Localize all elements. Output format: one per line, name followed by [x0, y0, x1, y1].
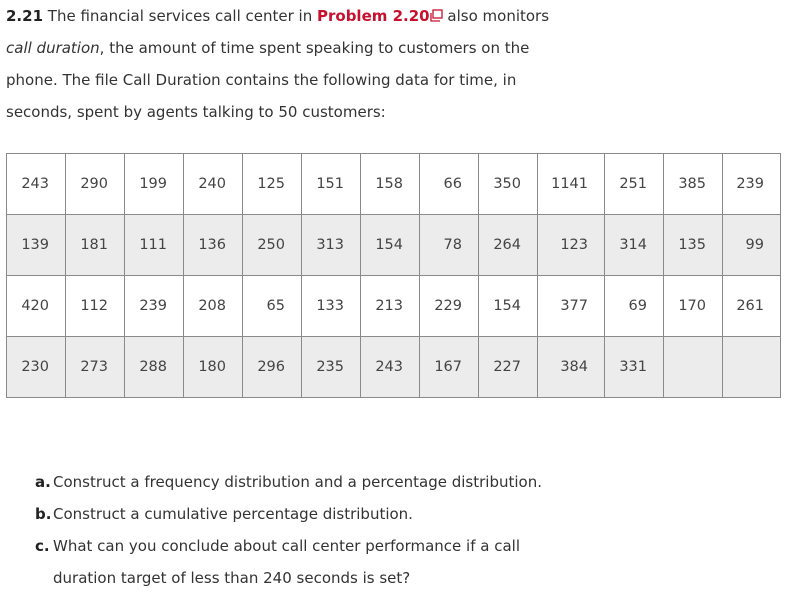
table-cell: 167	[419, 336, 479, 398]
table-cell: 69	[604, 275, 664, 337]
table-row: 420 112 239 208 65 133 213 229 154 377 69 170 261	[6, 275, 781, 337]
table-cell: 331	[604, 336, 664, 398]
table-cell: 199	[124, 153, 184, 215]
table-cell: 229	[419, 275, 479, 337]
table-cell: 154	[360, 214, 420, 276]
question-label: a.	[35, 473, 51, 491]
table-cell: 377	[537, 275, 605, 337]
question-text: Construct a cumulative percentage distri…	[53, 505, 413, 523]
table-cell: 420	[6, 275, 66, 337]
question-text: Construct a frequency distribution and a…	[53, 473, 542, 491]
table-row: 139 181 111 136 250 313 154 78 264 123 314 135 99	[6, 214, 781, 276]
link-icon[interactable]	[429, 9, 443, 22]
table-cell: 235	[301, 336, 361, 398]
table-cell: 158	[360, 153, 420, 215]
table-cell: 112	[65, 275, 125, 337]
table-cell: 208	[183, 275, 243, 337]
table-cell: 170	[663, 275, 723, 337]
table-cell: 243	[360, 336, 420, 398]
table-cell: 139	[6, 214, 66, 276]
table-row: 243 290 199 240 125 151 158 66 350 1141 251 385 239	[6, 153, 781, 215]
problem-number: 2.21	[6, 7, 44, 25]
text: also monitors	[447, 7, 550, 25]
table-cell: 123	[537, 214, 605, 276]
problem-text: 2.21 The financial services call center …	[6, 0, 576, 128]
question-label: c.	[35, 537, 50, 555]
question: b. Construct a cumulative percentage dist…	[35, 498, 558, 530]
table-cell: 230	[6, 336, 66, 398]
table-cell: 243	[6, 153, 66, 215]
table-cell: 273	[65, 336, 125, 398]
table-cell: 227	[478, 336, 538, 398]
table-cell: 99	[722, 214, 781, 276]
table-cell: 240	[183, 153, 243, 215]
term: call duration	[6, 39, 100, 57]
table-cell: 133	[301, 275, 361, 337]
problem-link[interactable]: Problem 2.20	[317, 7, 430, 25]
table-cell: 1141	[537, 153, 605, 215]
table-cell: 314	[604, 214, 664, 276]
table-cell: 385	[663, 153, 723, 215]
table-cell: 250	[242, 214, 302, 276]
text: , the amount of time spent speaking to c…	[6, 39, 530, 121]
table-cell: 384	[537, 336, 605, 398]
table-row: 230 273 288 180 296 235 243 167 227 384 331	[6, 336, 781, 398]
table-cell: 296	[242, 336, 302, 398]
table-cell: 111	[124, 214, 184, 276]
table-cell: 239	[124, 275, 184, 337]
question-text: What can you conclude about call center …	[53, 537, 520, 587]
table-cell: 290	[65, 153, 125, 215]
table-cell: 151	[301, 153, 361, 215]
table-cell: 213	[360, 275, 420, 337]
text: The financial services call center in	[47, 7, 313, 25]
table-cell: 154	[478, 275, 538, 337]
table-cell: 288	[124, 336, 184, 398]
question: c. What can you conclude about call cente…	[35, 530, 558, 594]
table-cell: 350	[478, 153, 538, 215]
table-cell: 261	[722, 275, 781, 337]
table-cell: 65	[242, 275, 302, 337]
table-cell: 136	[183, 214, 243, 276]
table-cell: 313	[301, 214, 361, 276]
table-cell	[663, 336, 723, 398]
table-cell: 264	[478, 214, 538, 276]
questions: a. Construct a frequency distribution and…	[35, 466, 558, 594]
question: a. Construct a frequency distribution and…	[35, 466, 558, 498]
table-cell: 135	[663, 214, 723, 276]
table-cell: 251	[604, 153, 664, 215]
question-label: b.	[35, 505, 52, 523]
table-cell: 181	[65, 214, 125, 276]
table-cell: 66	[419, 153, 479, 215]
table-cell: 78	[419, 214, 479, 276]
table-cell: 239	[722, 153, 781, 215]
table-cell: 180	[183, 336, 243, 398]
table-cell: 125	[242, 153, 302, 215]
data-table: 243 290 199 240 125 151 158 66 350 1141 251 385 239 1…	[6, 153, 781, 398]
table-cell	[722, 336, 781, 398]
